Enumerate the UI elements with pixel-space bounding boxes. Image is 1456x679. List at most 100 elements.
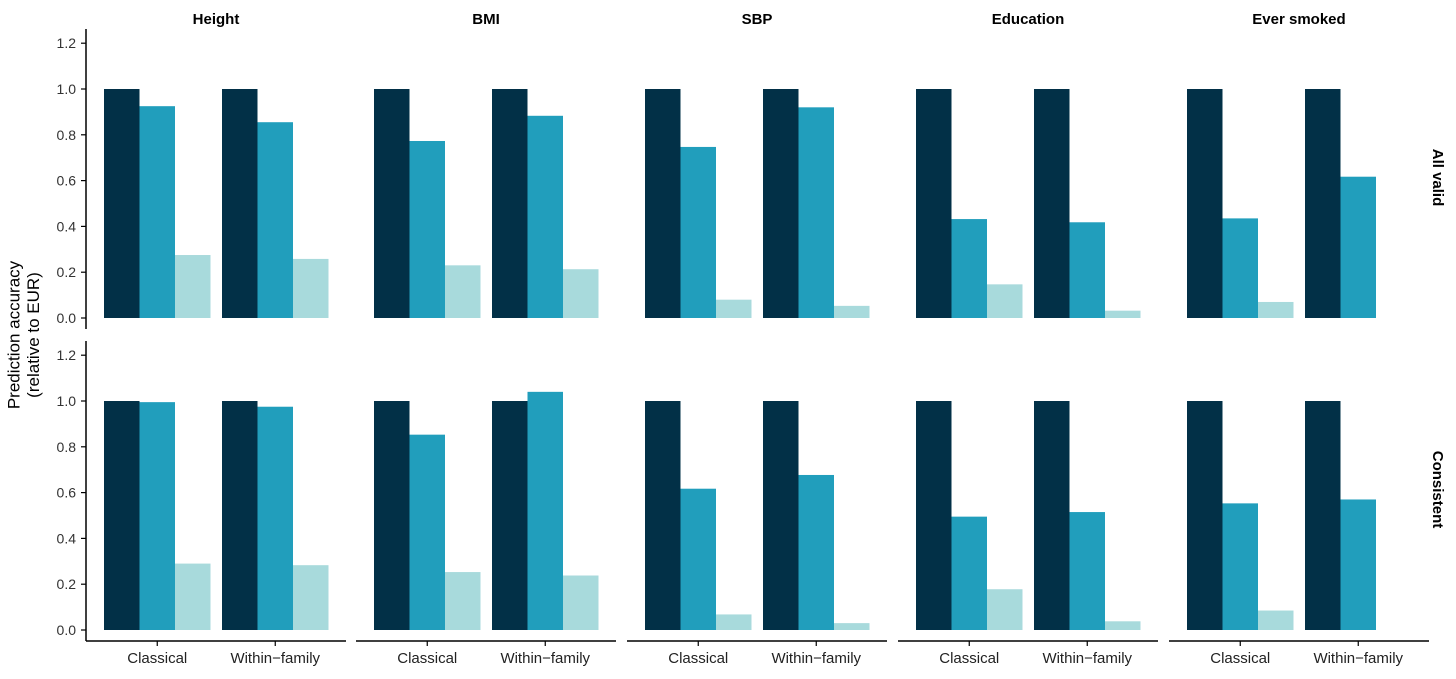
bar-within-family-3 bbox=[1105, 310, 1141, 318]
strip-row-all-valid: All valid bbox=[1429, 149, 1446, 207]
bar-within-family-1 bbox=[763, 401, 799, 630]
y-tick-label: 0.0 bbox=[57, 310, 77, 326]
bar-classical-1 bbox=[1187, 401, 1223, 630]
y-tick-label: 0.6 bbox=[57, 173, 77, 189]
y-tick-label: 1.0 bbox=[57, 393, 77, 409]
bar-classical-3 bbox=[445, 265, 481, 318]
bar-classical-1 bbox=[645, 89, 681, 318]
panel-all-valid-sbp bbox=[645, 89, 870, 318]
x-tick-label: Within−family bbox=[1313, 650, 1403, 667]
bar-classical-3 bbox=[175, 563, 211, 630]
y-axis-title-line: (relative to EUR) bbox=[24, 272, 43, 398]
bar-within-family-3 bbox=[834, 305, 870, 318]
bar-within-family-1 bbox=[222, 89, 258, 318]
y-axis-title: Prediction accuracy(relative to EUR) bbox=[4, 260, 43, 409]
bar-classical-2 bbox=[1222, 218, 1258, 318]
y-axis-consistent: 0.0 0.2 0.4 0.6 0.8 1.0 1.2 bbox=[57, 341, 87, 641]
strip-title-height: Height bbox=[193, 11, 240, 28]
bar-within-family-2 bbox=[1069, 222, 1105, 318]
x-axis-sbp: Classical Within−family bbox=[627, 640, 887, 667]
bar-within-family-3 bbox=[293, 565, 329, 630]
bar-within-family-2 bbox=[1340, 176, 1376, 318]
y-axis-title-line: Prediction accuracy bbox=[4, 260, 23, 409]
bar-classical-3 bbox=[445, 572, 481, 630]
y-tick-label: 0.0 bbox=[57, 622, 77, 638]
y-tick-label: 0.6 bbox=[57, 485, 77, 501]
x-tick-label: Classical bbox=[668, 650, 728, 667]
strip-title-ever-smoked: Ever smoked bbox=[1252, 11, 1345, 28]
bar-within-family-2 bbox=[527, 391, 563, 630]
panel-consistent-height bbox=[104, 401, 329, 630]
y-tick-label: 0.2 bbox=[57, 264, 77, 280]
panel-all-valid-bmi bbox=[374, 89, 599, 318]
strip-row-consistent: Consistent bbox=[1429, 451, 1446, 529]
bar-within-family-1 bbox=[1305, 89, 1341, 318]
x-axis-height: Classical Within−family bbox=[86, 640, 346, 667]
y-axis-all-valid: 0.0 0.2 0.4 0.6 0.8 1.0 1.2 bbox=[57, 29, 87, 329]
bar-classical-1 bbox=[1187, 89, 1223, 318]
x-tick-label: Classical bbox=[397, 650, 457, 667]
bar-within-family-2 bbox=[1340, 499, 1376, 630]
strip-title-sbp: SBP bbox=[742, 11, 773, 28]
bar-classical-2 bbox=[139, 402, 175, 630]
bar-within-family-1 bbox=[763, 89, 799, 318]
panel-consistent-ever-smoked bbox=[1187, 401, 1376, 630]
bar-classical-1 bbox=[104, 89, 140, 318]
bar-within-family-1 bbox=[492, 89, 528, 318]
bar-classical-2 bbox=[409, 140, 445, 318]
bar-classical-1 bbox=[104, 401, 140, 630]
bar-within-family-2 bbox=[798, 474, 834, 630]
y-tick-label: 0.8 bbox=[57, 439, 77, 455]
bar-classical-2 bbox=[680, 488, 716, 630]
bar-classical-2 bbox=[409, 434, 445, 630]
bar-classical-2 bbox=[680, 146, 716, 318]
bar-within-family-3 bbox=[1105, 621, 1141, 630]
y-tick-label: 0.8 bbox=[57, 127, 77, 143]
panel-consistent-bmi bbox=[374, 391, 599, 630]
y-tick-label: 1.0 bbox=[57, 81, 77, 97]
y-tick-label: 1.2 bbox=[57, 35, 77, 51]
panel-all-valid-education bbox=[916, 89, 1141, 318]
bar-classical-1 bbox=[916, 401, 952, 630]
y-tick-label: 0.4 bbox=[57, 218, 77, 234]
bar-classical-3 bbox=[987, 589, 1023, 630]
bar-classical-3 bbox=[716, 614, 752, 630]
x-axis-bmi: Classical Within−family bbox=[356, 640, 616, 667]
bar-classical-2 bbox=[1222, 503, 1258, 630]
bar-classical-3 bbox=[987, 284, 1023, 318]
x-tick-label: Within−family bbox=[500, 650, 590, 667]
bar-classical-1 bbox=[916, 89, 952, 318]
bar-within-family-1 bbox=[492, 401, 528, 630]
bar-classical-2 bbox=[139, 106, 175, 318]
x-axis-education: Classical Within−family bbox=[898, 640, 1158, 667]
bar-classical-3 bbox=[175, 255, 211, 318]
bar-within-family-3 bbox=[293, 258, 329, 318]
x-tick-label: Within−family bbox=[230, 650, 320, 667]
bar-classical-3 bbox=[1258, 610, 1294, 630]
panel-all-valid-height bbox=[104, 89, 329, 318]
bar-classical-1 bbox=[374, 89, 410, 318]
x-tick-label: Classical bbox=[939, 650, 999, 667]
bar-classical-2 bbox=[951, 219, 987, 318]
y-axis-title-text: Prediction accuracy(relative to EUR) bbox=[4, 260, 43, 409]
bar-classical-1 bbox=[374, 401, 410, 630]
strip-title-bmi: BMI bbox=[472, 11, 500, 28]
x-tick-label: Classical bbox=[127, 650, 187, 667]
bar-within-family-3 bbox=[563, 269, 599, 318]
facet-panels: 0.0 0.2 0.4 0.6 0.8 1.0 1.2 0.0 0.2 0.4 0.6 0.8 1.0 1… bbox=[57, 29, 1429, 667]
bar-within-family-2 bbox=[527, 115, 563, 318]
bar-within-family-3 bbox=[834, 623, 870, 630]
bar-classical-3 bbox=[716, 299, 752, 318]
x-tick-label: Classical bbox=[1210, 650, 1270, 667]
bar-within-family-2 bbox=[798, 107, 834, 318]
x-axis-ever-smoked: Classical Within−family bbox=[1169, 640, 1429, 667]
panel-consistent-education bbox=[916, 401, 1141, 630]
y-tick-label: 0.4 bbox=[57, 530, 77, 546]
bar-within-family-3 bbox=[563, 575, 599, 630]
bar-within-family-1 bbox=[1034, 401, 1070, 630]
panel-all-valid-ever-smoked bbox=[1187, 89, 1376, 318]
y-tick-label: 0.2 bbox=[57, 576, 77, 592]
bar-within-family-2 bbox=[1069, 512, 1105, 630]
y-tick-label: 1.2 bbox=[57, 347, 77, 363]
